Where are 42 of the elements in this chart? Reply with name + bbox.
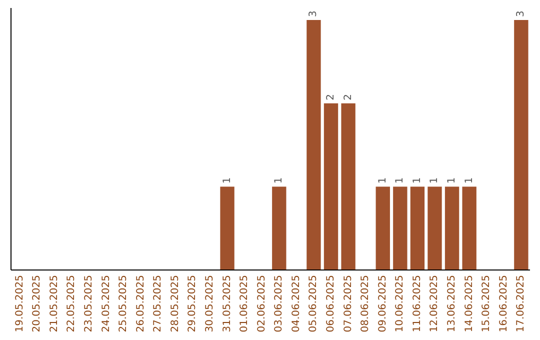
x-tick-label: 01.06.2025 xyxy=(239,275,250,332)
x-tick-label: 24.05.2025 xyxy=(100,275,112,332)
x-tick-label: 04.06.2025 xyxy=(290,275,302,332)
x-tick-label: 23.05.2025 xyxy=(83,275,94,332)
x-tick-label: 27.05.2025 xyxy=(152,275,164,332)
x-tick-label: 28.05.2025 xyxy=(170,275,181,332)
x-tick-label: 31.05.2025 xyxy=(222,275,233,332)
x-tick-label: 13.06.2025 xyxy=(446,275,458,332)
data-label: 1 xyxy=(446,177,458,184)
data-label: 2 xyxy=(342,94,354,100)
x-tick-label: 02.06.2025 xyxy=(256,275,268,332)
x-tick-label: 09.06.2025 xyxy=(377,275,388,332)
data-label: 1 xyxy=(274,177,285,184)
data-label: 2 xyxy=(326,94,337,100)
x-tick-label: 10.06.2025 xyxy=(394,275,406,332)
x-tick-label: 26.05.2025 xyxy=(135,275,146,332)
x-tick-label: 20.05.2025 xyxy=(32,275,43,332)
data-label: 3 xyxy=(516,10,527,17)
data-label: 3 xyxy=(308,10,320,17)
x-tick-label: 12.06.2025 xyxy=(429,275,440,332)
x-tick-label: 08.06.2025 xyxy=(360,275,372,332)
x-tick-label: 17.06.2025 xyxy=(516,275,527,332)
data-label: 1 xyxy=(429,177,440,184)
data-label: 1 xyxy=(464,177,475,184)
x-tick-label: 15.06.2025 xyxy=(481,275,492,332)
data-label: 1 xyxy=(394,177,406,184)
x-tick-label: 29.05.2025 xyxy=(187,275,198,332)
x-tick-label: 30.05.2025 xyxy=(204,275,216,332)
x-tick-label: 03.06.2025 xyxy=(274,275,285,332)
x-tick-label: 19.05.2025 xyxy=(14,275,26,332)
x-tick-label: 06.06.2025 xyxy=(326,275,337,332)
data-label: 1 xyxy=(222,177,233,184)
x-tick-label: 22.05.2025 xyxy=(66,275,78,332)
x-tick-label: 25.05.2025 xyxy=(118,275,130,332)
x-tick-label: 16.06.2025 xyxy=(498,275,510,332)
x-tick-label: 05.06.2025 xyxy=(308,275,320,332)
x-tick-label: 21.05.2025 xyxy=(48,275,60,332)
x-tick-label: 14.06.2025 xyxy=(464,275,475,332)
data-label: 1 xyxy=(377,177,388,184)
x-tick-label: 11.06.2025 xyxy=(412,275,423,332)
data-label: 1 xyxy=(412,177,423,184)
x-tick-label: 07.06.2025 xyxy=(342,275,354,332)
